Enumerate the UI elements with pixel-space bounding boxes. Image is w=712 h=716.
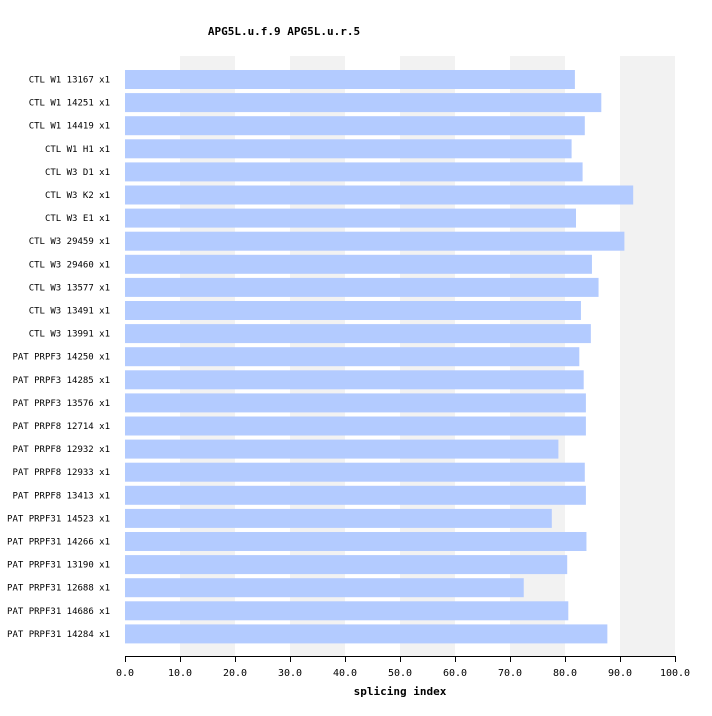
category-label: CTL W3 29459 x1 <box>29 237 110 247</box>
bar <box>125 439 559 459</box>
category-label: CTL W3 K2 x1 <box>45 191 110 201</box>
bar <box>125 254 592 274</box>
x-axis <box>125 656 676 662</box>
bar <box>125 162 583 182</box>
category-label: PAT PRPF3 14285 x1 <box>12 376 110 386</box>
category-label: CTL W1 14251 x1 <box>29 99 110 109</box>
category-label: CTL W3 D1 x1 <box>45 168 110 178</box>
category-label: PAT PRPF31 14686 x1 <box>7 607 110 617</box>
x-axis-label: splicing index <box>354 685 447 698</box>
bar <box>125 93 602 113</box>
category-label: CTL W3 29460 x1 <box>29 260 110 270</box>
category-label: CTL W1 H1 x1 <box>45 145 110 155</box>
category-label: PAT PRPF31 14523 x1 <box>7 514 110 524</box>
category-label: CTL W3 13577 x1 <box>29 283 110 293</box>
bar <box>125 601 569 621</box>
bar <box>125 301 581 320</box>
x-tick-label: 100.0 <box>660 668 690 679</box>
x-tick-label: 10.0 <box>168 668 192 679</box>
chart-title: APG5L.u.f.9 APG5L.u.r.5 <box>208 25 360 38</box>
category-label: PAT PRPF31 14266 x1 <box>7 538 110 548</box>
bar <box>125 347 580 367</box>
bar <box>125 485 586 505</box>
bar <box>125 277 599 297</box>
bar <box>125 139 572 159</box>
bar <box>125 324 591 344</box>
category-label: PAT PRPF3 13576 x1 <box>12 399 110 409</box>
bar <box>125 208 576 228</box>
bar <box>125 578 524 598</box>
category-label: PAT PRPF31 13190 x1 <box>7 561 110 571</box>
category-label: CTL W3 13991 x1 <box>29 330 110 340</box>
x-tick-label: 70.0 <box>498 668 522 679</box>
category-label: CTL W1 13167 x1 <box>29 76 110 86</box>
bar <box>125 532 587 551</box>
category-label: PAT PRPF8 12933 x1 <box>12 468 110 478</box>
category-label: PAT PRPF3 14250 x1 <box>12 353 110 363</box>
bar <box>125 555 568 575</box>
x-tick-label: 40.0 <box>333 668 357 679</box>
x-tick-label: 0.0 <box>116 668 134 679</box>
bar <box>125 416 586 436</box>
bar <box>125 462 585 482</box>
x-tick-label: 80.0 <box>553 668 577 679</box>
bar <box>125 370 584 390</box>
category-label: CTL W3 13491 x1 <box>29 307 110 317</box>
x-tick-label: 60.0 <box>443 668 467 679</box>
category-label: PAT PRPF8 13413 x1 <box>12 491 110 501</box>
x-tick-label: 50.0 <box>388 668 412 679</box>
x-tick-label: 20.0 <box>223 668 247 679</box>
category-label: CTL W1 14419 x1 <box>29 122 110 132</box>
bar <box>125 70 575 89</box>
bar <box>125 116 585 136</box>
bar <box>125 231 625 251</box>
bars <box>125 70 634 644</box>
x-tick-label: 30.0 <box>278 668 302 679</box>
category-label: CTL W3 E1 x1 <box>45 214 110 224</box>
category-label: PAT PRPF31 14284 x1 <box>7 630 110 640</box>
category-labels: CTL W1 13167 x1 CTL W1 14251 x1 CTL W1 144… <box>7 76 110 640</box>
bar <box>125 185 634 205</box>
x-tick-label: 90.0 <box>608 668 632 679</box>
bar <box>125 624 608 644</box>
category-label: PAT PRPF8 12714 x1 <box>12 422 110 432</box>
category-label: PAT PRPF31 12688 x1 <box>7 584 110 594</box>
x-tick-labels: 0.0 10.0 20.0 30.0 40.0 50.0 60.0 70.0 80.0 90.0 1… <box>116 668 690 679</box>
grid-band <box>620 56 675 656</box>
bar <box>125 393 586 413</box>
bar <box>125 508 552 528</box>
category-label: PAT PRPF8 12932 x1 <box>12 445 110 455</box>
